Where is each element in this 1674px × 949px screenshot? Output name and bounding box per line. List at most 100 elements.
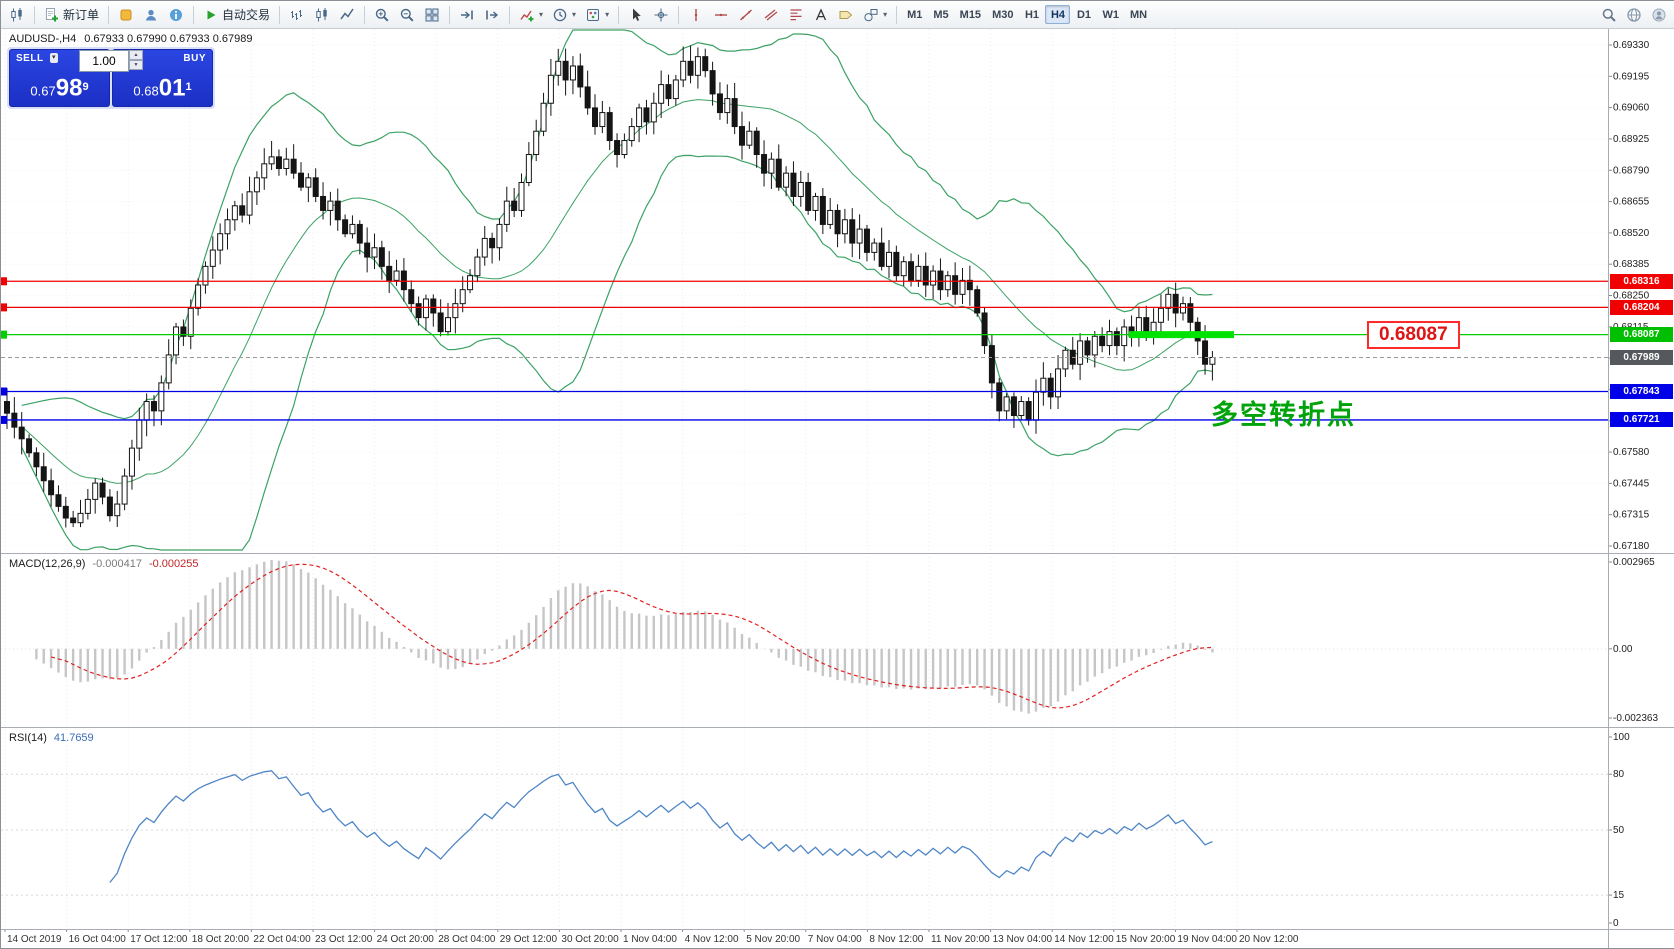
zoom-out-icon (399, 7, 415, 23)
timeframe-h4-button[interactable]: H4 (1045, 5, 1071, 24)
price-scale-label: 0.68925 (1613, 134, 1650, 145)
time-axis-label: 19 Nov 04:00 (1177, 934, 1237, 945)
community-button[interactable] (1647, 3, 1671, 26)
label-icon (838, 7, 854, 23)
one-click-trading-panel: SELL ▾ 0.67989 ▲ ▼ BUY 0.68011 (7, 47, 215, 109)
profile-icon (143, 7, 159, 23)
volume-input[interactable] (79, 50, 129, 72)
rsi-scale-label: 0 (1613, 918, 1619, 929)
buy-button[interactable]: BUY 0.68011 (112, 49, 213, 107)
templates-button[interactable]: ▾ (581, 3, 613, 26)
macd-scale-label: 0.00 (1613, 644, 1633, 655)
chart-shift-button[interactable] (480, 3, 504, 26)
text-button[interactable] (809, 3, 833, 26)
toolbar-separator (279, 5, 281, 24)
search-button[interactable] (1597, 3, 1621, 26)
chart-annotation-text[interactable]: 多空转折点 (1211, 400, 1356, 430)
search-icon (1601, 7, 1617, 23)
dropdown-caret-icon: ▾ (605, 10, 610, 19)
label-button[interactable] (834, 3, 858, 26)
market-icon (118, 7, 134, 23)
price-scale-label: 0.67580 (1613, 447, 1650, 458)
shapes-button[interactable]: ▾ (859, 3, 891, 26)
price-badge: 0.67721 (1610, 412, 1673, 427)
line-chart-button[interactable] (335, 3, 359, 26)
timeframe-w1-button[interactable]: W1 (1097, 5, 1124, 24)
rsi-scale-label: 15 (1613, 890, 1625, 901)
news-button[interactable] (164, 3, 188, 26)
ask-price: 0.68011 (133, 74, 191, 104)
volume-increase-button[interactable]: ▲ (129, 50, 143, 60)
indicators-button[interactable]: ▾ (515, 3, 547, 26)
bar-chart-button[interactable] (285, 3, 309, 26)
bid-big-digits: 98 (55, 74, 83, 101)
periods-button[interactable]: ▾ (548, 3, 580, 26)
time-axis-label: 7 Nov 04:00 (808, 934, 862, 945)
market-button[interactable] (114, 3, 138, 26)
toolbar-separator (896, 5, 898, 24)
toolbar-separator (509, 5, 511, 24)
indicators-icon (519, 7, 535, 23)
chart-window-button[interactable] (5, 3, 29, 26)
vertical-line-button[interactable] (684, 3, 708, 26)
price-badge: 0.68087 (1610, 327, 1673, 342)
bid-price: 0.67989 (30, 74, 88, 104)
crosshair-button[interactable] (649, 3, 673, 26)
price-scale-label: 0.69060 (1613, 103, 1650, 114)
time-axis-label: 5 Nov 20:00 (746, 934, 800, 945)
price-badge: 0.68316 (1610, 274, 1673, 289)
metaquotes-button[interactable] (1622, 3, 1646, 26)
time-axis-label: 4 Nov 12:00 (685, 934, 739, 945)
time-axis-label: 13 Nov 04:00 (993, 934, 1053, 945)
sell-options-caret-icon[interactable]: ▾ (50, 53, 58, 63)
macd-scale-label: -0.002363 (1613, 713, 1658, 724)
zoom-out-button[interactable] (395, 3, 419, 26)
time-axis-label: 1 Nov 04:00 (623, 934, 677, 945)
periods-icon (552, 7, 568, 23)
macd-title: MACD(12,26,9) (9, 558, 86, 570)
autotrading-button[interactable]: 自动交易 (199, 3, 274, 26)
auto-scroll-button[interactable] (455, 3, 479, 26)
channel-button[interactable] (759, 3, 783, 26)
new-order-button[interactable]: 新订单 (40, 3, 103, 26)
toolbar: 新订单 自动交易 ▾ ▾ ▾ ▾ M1 M5 M15 M30 H1 H4 D1 W1 MN (1, 1, 1674, 29)
timeframe-mn-button[interactable]: MN (1125, 5, 1152, 24)
timeframe-m1-button[interactable]: M1 (902, 5, 927, 24)
templates-icon (585, 7, 601, 23)
auto-scroll-icon (459, 7, 475, 23)
timeframe-m5-button[interactable]: M5 (928, 5, 953, 24)
timeframe-m15-button[interactable]: M15 (955, 5, 986, 24)
toolbar-separator (678, 5, 680, 24)
price-badge: 0.67989 (1610, 350, 1673, 365)
price-scale-label: 0.68250 (1613, 291, 1650, 302)
time-axis-label: 18 Oct 20:00 (192, 934, 250, 945)
tile-windows-icon (424, 7, 440, 23)
timeframe-h1-button[interactable]: H1 (1019, 5, 1044, 24)
volume-decrease-button[interactable]: ▼ (129, 60, 143, 70)
profile-button[interactable] (139, 3, 163, 26)
sell-label: SELL (16, 53, 44, 64)
timeframe-m30-button[interactable]: M30 (987, 5, 1018, 24)
time-axis-label: 24 Oct 20:00 (377, 934, 435, 945)
timeframe-d1-button[interactable]: D1 (1071, 5, 1096, 24)
zoom-in-button[interactable] (370, 3, 394, 26)
crosshair-icon (653, 7, 669, 23)
trendline-button[interactable] (734, 3, 758, 26)
symbol-name: AUDUSD-,H4 (9, 33, 77, 45)
horizontal-line-button[interactable] (709, 3, 733, 26)
macd-main-value: -0.000417 (92, 558, 142, 570)
candlestick-chart-button[interactable] (310, 3, 334, 26)
bar-chart-icon (289, 7, 305, 23)
dropdown-caret-icon: ▾ (572, 10, 577, 19)
tile-windows-button[interactable] (420, 3, 444, 26)
zoom-in-icon (374, 7, 390, 23)
cursor-button[interactable] (624, 3, 648, 26)
new-order-button-label: 新订单 (63, 8, 100, 22)
time-axis-label: 16 Oct 04:00 (69, 934, 127, 945)
text-icon (813, 7, 829, 23)
price-callout[interactable]: 0.68087 (1367, 321, 1460, 349)
fibonacci-button[interactable] (784, 3, 808, 26)
news-icon (168, 7, 184, 23)
sell-button[interactable]: SELL ▾ 0.67989 (9, 49, 110, 107)
